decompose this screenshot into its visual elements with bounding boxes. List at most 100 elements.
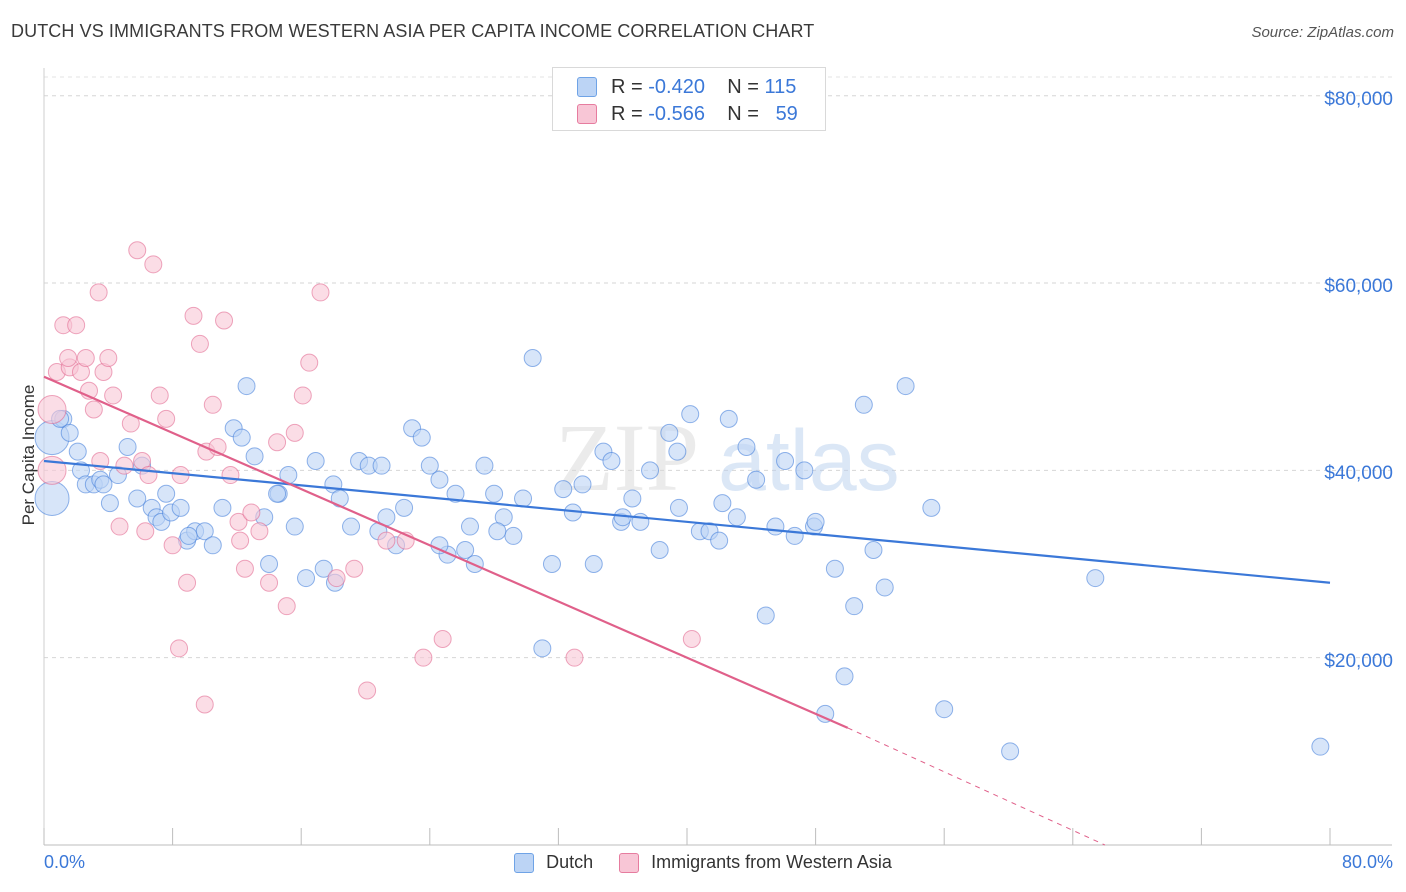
dutch-point xyxy=(460,517,479,536)
dutch-point xyxy=(203,536,222,555)
dutch-point xyxy=(806,512,825,531)
western-asia-point xyxy=(170,639,189,658)
legend-n-value-western-asia: 59 xyxy=(775,102,798,125)
legend-swatch-western-asia xyxy=(619,852,640,873)
western-asia-point xyxy=(565,648,584,667)
western-asia-point xyxy=(260,573,279,592)
dutch-point xyxy=(1311,737,1330,756)
western-asia-point xyxy=(250,522,269,541)
western-asia-point xyxy=(190,334,209,353)
western-asia-point xyxy=(136,522,155,541)
western-asia-trend-line xyxy=(43,375,849,729)
dutch-point xyxy=(795,461,814,480)
dutch-point xyxy=(504,526,523,545)
dutch-point xyxy=(430,470,449,489)
dutch-point xyxy=(100,494,119,513)
western-asia-point xyxy=(377,531,396,550)
western-asia-point xyxy=(157,409,176,428)
dutch-point xyxy=(835,667,854,686)
dutch-point xyxy=(260,555,279,574)
western-asia-point xyxy=(89,283,108,302)
dutch-point xyxy=(710,531,729,550)
dutch-point xyxy=(157,484,176,503)
dutch-point xyxy=(118,437,137,456)
dutch-point xyxy=(719,409,738,428)
dutch-point xyxy=(737,437,756,456)
dutch-point xyxy=(306,452,325,470)
dutch-point xyxy=(854,395,873,414)
dutch-point xyxy=(475,456,494,475)
dutch-point xyxy=(285,517,304,536)
legend-r-value-western-asia: -0.566 xyxy=(648,102,705,125)
western-asia-point xyxy=(144,255,163,274)
western-asia-point xyxy=(67,316,86,335)
western-asia-point xyxy=(221,466,240,485)
dutch-point xyxy=(727,508,746,527)
western-asia-point xyxy=(178,573,197,592)
source-label: Source: ZipAtlas.com xyxy=(1251,24,1394,41)
dutch-point xyxy=(1086,569,1105,588)
legend-row-dutch: R = -0.420 N = 115 xyxy=(577,75,796,99)
dutch-point xyxy=(747,470,766,489)
dutch-point xyxy=(314,559,333,578)
dutch-point xyxy=(232,428,251,447)
western-asia-point xyxy=(231,531,250,550)
dutch-point xyxy=(395,498,414,517)
western-asia-trend-extension xyxy=(847,727,1106,846)
dutch-point xyxy=(776,452,795,470)
dutch-point xyxy=(623,489,642,508)
dutch-point xyxy=(864,540,883,559)
dutch-point xyxy=(825,559,844,578)
dutch-point xyxy=(34,480,70,516)
dutch-point xyxy=(237,377,256,396)
western-asia-point xyxy=(242,503,261,522)
western-asia-point xyxy=(203,395,222,414)
dutch-point xyxy=(485,484,504,503)
dutch-point xyxy=(573,475,592,494)
legend-swatch-dutch xyxy=(514,852,535,873)
western-asia-point xyxy=(268,433,287,452)
x-tick-label-max: 80.0% xyxy=(1341,852,1393,872)
dutch-point xyxy=(669,498,688,517)
legend-item-dutch[interactable]: Dutch xyxy=(514,852,593,873)
dutch-point xyxy=(922,498,941,517)
western-asia-point xyxy=(163,536,182,555)
dutch-point xyxy=(785,526,804,545)
legend-item-western-asia[interactable]: Immigrants from Western Asia xyxy=(619,852,892,873)
dutch-point xyxy=(845,597,864,616)
correlation-legend: R = -0.420 N = 115 R = -0.566 N = 59 xyxy=(552,67,826,131)
legend-n-label: N = xyxy=(727,102,759,125)
western-asia-point xyxy=(184,306,203,325)
dutch-point xyxy=(446,484,465,503)
western-asia-point xyxy=(150,386,169,405)
western-asia-point xyxy=(277,597,296,616)
western-asia-point xyxy=(327,569,346,588)
dutch-point xyxy=(342,517,361,536)
western-asia-point xyxy=(358,681,377,700)
dutch-point xyxy=(681,405,700,424)
western-asia-point xyxy=(195,695,214,714)
dutch-point xyxy=(523,348,542,367)
y-tick-label: $40,000 xyxy=(1324,463,1393,485)
western-asia-point xyxy=(235,559,254,578)
legend-row-western-asia: R = -0.566 N = 59 xyxy=(577,102,798,126)
trend-lines xyxy=(43,375,1331,846)
dutch-point xyxy=(584,555,603,574)
y-tick-label: $60,000 xyxy=(1324,276,1393,298)
dutch-point xyxy=(268,484,287,503)
western-asia-point xyxy=(433,629,452,648)
western-asia-point xyxy=(76,348,95,367)
dutch-point xyxy=(372,456,391,475)
western-asia-point xyxy=(115,456,134,475)
legend-r-value-dutch: -0.420 xyxy=(648,75,705,98)
chart-title: DUTCH VS IMMIGRANTS FROM WESTERN ASIA PE… xyxy=(11,21,815,41)
legend-n-value-dutch: 115 xyxy=(764,75,797,98)
series-western-asia-points xyxy=(37,241,701,714)
dutch-point xyxy=(245,447,264,466)
western-asia-point xyxy=(37,394,67,424)
dutch-point xyxy=(171,498,190,517)
dutch-point xyxy=(514,489,533,508)
legend-swatch-dutch xyxy=(577,77,597,97)
western-asia-point xyxy=(682,629,701,648)
